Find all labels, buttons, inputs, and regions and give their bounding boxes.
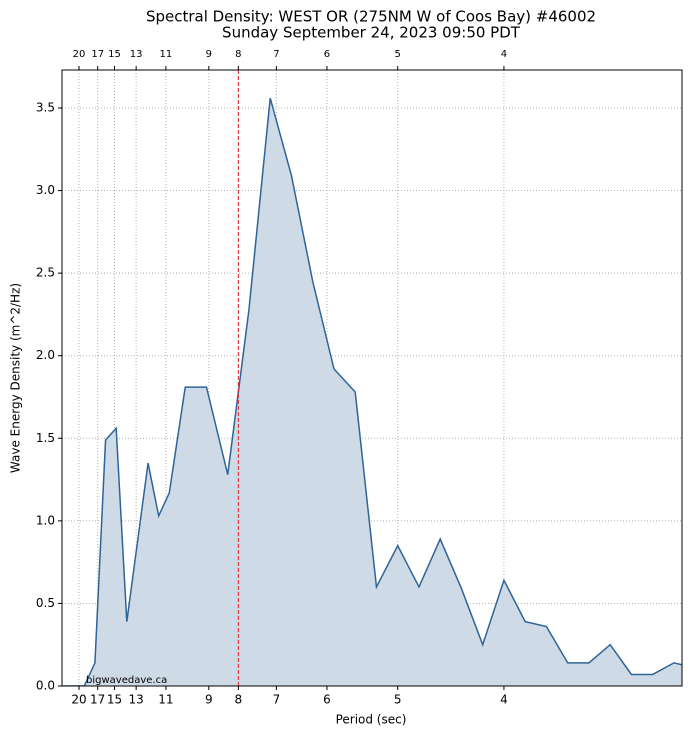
x-tick-label: 11 xyxy=(158,693,173,707)
x-tick-label: 4 xyxy=(500,693,508,707)
y-tick-label: 0.0 xyxy=(36,679,55,693)
x-tick-label-top: 17 xyxy=(91,49,104,60)
y-tick-label: 0.5 xyxy=(36,596,55,610)
chart-subtitle: Sunday September 24, 2023 09:50 PDT xyxy=(222,24,521,42)
x-tick-label: 17 xyxy=(90,693,105,707)
y-tick-label: 3.5 xyxy=(36,100,55,114)
x-tick-label-top: 6 xyxy=(324,49,330,60)
x-tick-label: 20 xyxy=(71,693,86,707)
x-tick-label-top: 8 xyxy=(235,49,241,60)
axes: 0.00.51.01.52.02.53.03.52020171715151313… xyxy=(36,49,508,707)
y-tick-label: 2.0 xyxy=(36,348,55,362)
x-tick-label: 7 xyxy=(273,693,281,707)
x-tick-label: 9 xyxy=(205,693,213,707)
y-axis-label: Wave Energy Density (m^2/Hz) xyxy=(9,283,23,473)
x-tick-label-top: 4 xyxy=(501,49,507,60)
plot-area xyxy=(63,70,682,686)
x-tick-label-top: 11 xyxy=(160,49,173,60)
x-tick-label: 5 xyxy=(394,693,402,707)
plot-frame xyxy=(61,69,683,687)
spectrum-line xyxy=(63,97,682,686)
x-tick-label: 6 xyxy=(323,693,331,707)
x-tick-label-top: 15 xyxy=(108,49,121,60)
x-tick-label-top: 7 xyxy=(273,49,279,60)
x-tick-label-top: 5 xyxy=(395,49,401,60)
watermark: bigwavedave.ca xyxy=(86,675,167,686)
y-tick-label: 3.0 xyxy=(36,183,55,197)
x-axis-label: Period (sec) xyxy=(336,713,407,727)
area-fill xyxy=(63,98,682,686)
x-tick-label: 8 xyxy=(235,693,243,707)
y-tick-label: 1.0 xyxy=(36,513,55,527)
x-tick-label: 15 xyxy=(107,693,122,707)
y-tick-label: 1.5 xyxy=(36,431,55,445)
x-tick-label: 13 xyxy=(129,693,144,707)
x-tick-label-top: 13 xyxy=(130,49,143,60)
x-tick-label-top: 20 xyxy=(73,49,86,60)
chart-title: Spectral Density: WEST OR (275NM W of Co… xyxy=(146,8,596,26)
x-tick-label-top: 9 xyxy=(206,49,212,60)
y-tick-label: 2.5 xyxy=(36,266,55,280)
